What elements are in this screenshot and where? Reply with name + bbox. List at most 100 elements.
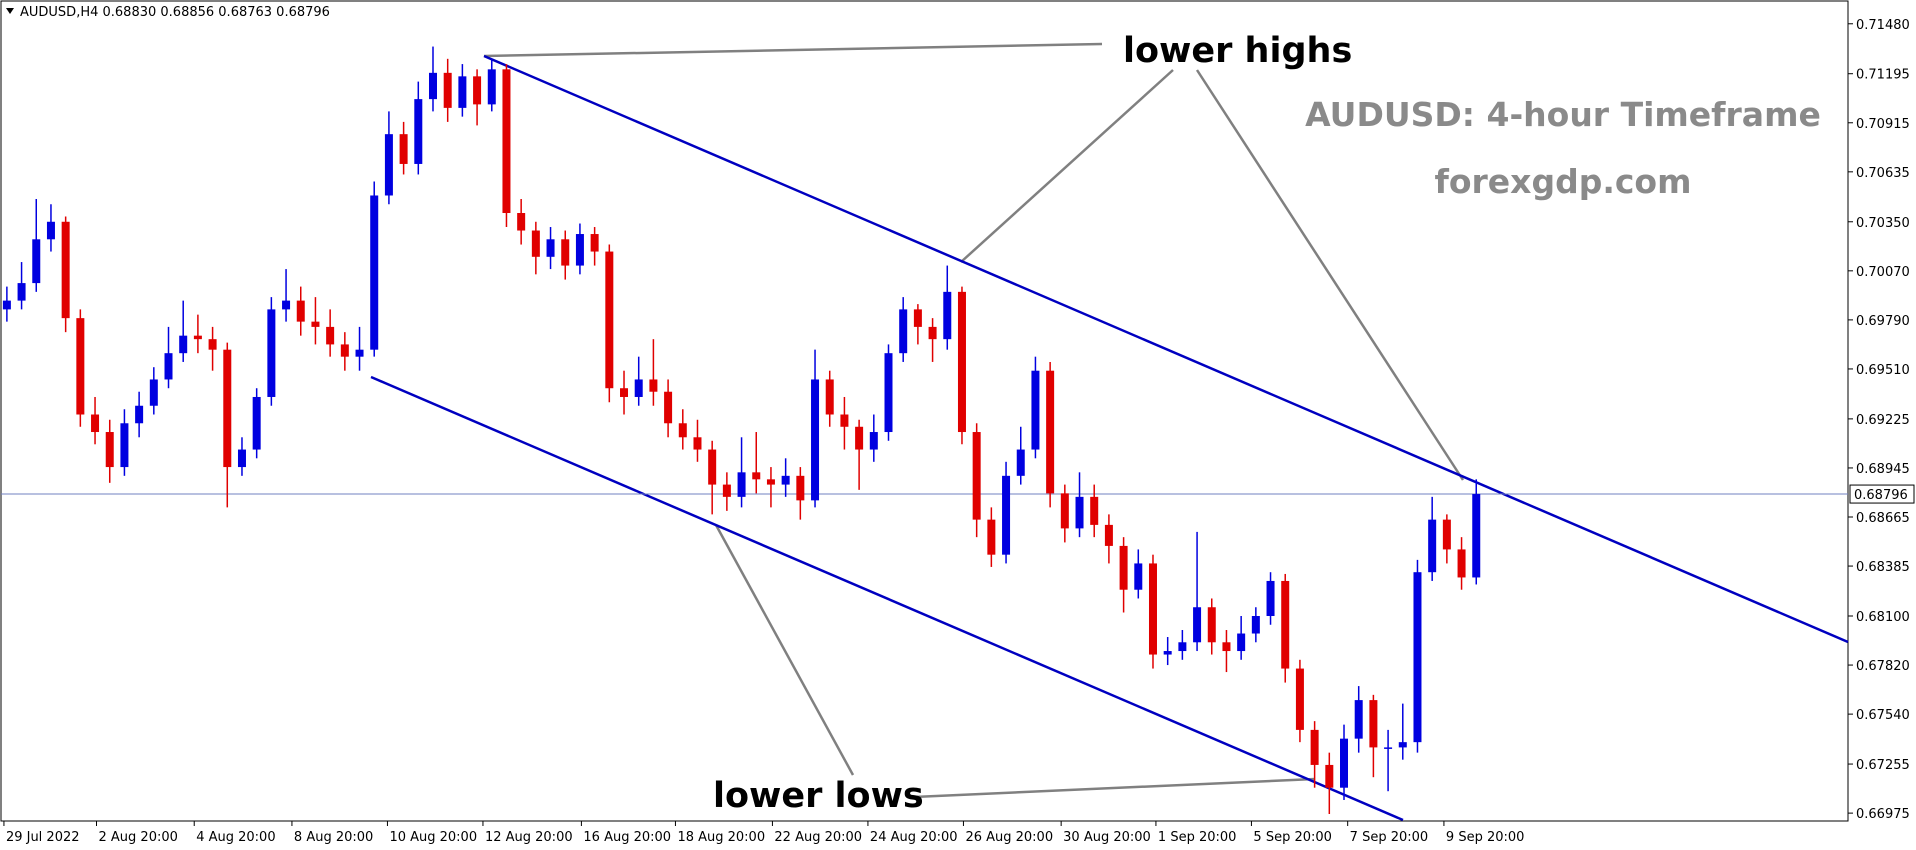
candle-body xyxy=(370,195,379,350)
candle-body xyxy=(1193,607,1202,643)
candle-body xyxy=(1251,616,1260,634)
candle-body xyxy=(1031,370,1040,450)
candle-body xyxy=(1046,370,1055,494)
y-tick-label: 0.68665 xyxy=(1856,511,1910,526)
price-label-box xyxy=(1849,484,1915,504)
candle-body xyxy=(282,300,291,310)
candle-body xyxy=(987,519,996,555)
candle-body xyxy=(1310,729,1319,765)
candle-body xyxy=(517,213,526,231)
candle-body xyxy=(693,437,702,450)
candle-body xyxy=(223,349,232,468)
candle-body xyxy=(1325,764,1334,788)
candle-body xyxy=(972,432,981,520)
candle-body xyxy=(1295,668,1304,730)
candle-body xyxy=(649,379,658,392)
candle-body xyxy=(855,426,864,450)
y-tick-label: 0.69790 xyxy=(1856,314,1910,329)
candle-body xyxy=(1457,549,1466,578)
candle-body xyxy=(1104,524,1113,546)
candle-body xyxy=(296,300,305,322)
candle-body xyxy=(1442,519,1451,550)
candle-body xyxy=(384,134,393,196)
candle-body xyxy=(1148,563,1157,655)
annotation: lower lows xyxy=(713,776,924,816)
candle-body xyxy=(473,76,482,105)
candle-body xyxy=(1413,572,1422,743)
candle-body xyxy=(884,353,893,433)
channel-lower xyxy=(370,375,1404,822)
candle-body xyxy=(399,134,408,164)
candle-body xyxy=(267,309,276,397)
candle-body xyxy=(811,379,820,501)
candle-body xyxy=(561,239,570,266)
candle-body xyxy=(61,221,70,319)
candle-body xyxy=(76,318,85,415)
candle-body xyxy=(1222,642,1231,652)
candle-body xyxy=(1016,449,1025,476)
header: AUDUSD,H4 0.68830 0.68856 0.68763 0.6879… xyxy=(20,5,330,20)
candle-body xyxy=(193,335,202,340)
candle-body xyxy=(428,72,437,100)
pointer-line xyxy=(483,42,1103,58)
y-tick-label: 0.70915 xyxy=(1856,117,1910,132)
candle-body xyxy=(1134,563,1143,590)
candle-body xyxy=(1237,633,1246,652)
pointer-line xyxy=(714,524,855,776)
candle-body xyxy=(825,379,834,415)
candle-body xyxy=(340,344,349,357)
y-tick-label: 0.69510 xyxy=(1856,363,1910,378)
candle-body xyxy=(355,349,364,357)
candle-body xyxy=(766,479,775,485)
x-tick-label: 30 Aug 20:00 xyxy=(1063,830,1151,845)
candle-body xyxy=(957,291,966,433)
candle-body xyxy=(32,239,41,284)
candle-body xyxy=(620,388,629,397)
candle-body xyxy=(1428,519,1437,573)
y-tick-label: 0.67255 xyxy=(1856,758,1910,773)
y-tick-label: 0.69225 xyxy=(1856,413,1910,428)
candle-body xyxy=(1163,651,1172,655)
x-tick-label: 9 Sep 20:00 xyxy=(1446,830,1525,845)
candle-body xyxy=(708,449,717,485)
chart-subtitle: forexgdp.com xyxy=(1435,162,1692,201)
candle-body xyxy=(1281,580,1290,669)
pointers xyxy=(483,42,1465,799)
price-label: 0.68796 xyxy=(1854,488,1908,503)
candle-body xyxy=(120,423,129,468)
y-tick-label: 0.68945 xyxy=(1856,462,1910,477)
y-tick-label: 0.68100 xyxy=(1856,610,1910,625)
x-tick-label: 10 Aug 20:00 xyxy=(389,830,477,845)
x-tick-label: 2 Aug 20:00 xyxy=(99,830,178,845)
candle-body xyxy=(1178,642,1187,652)
x-tick-label: 8 Aug 20:00 xyxy=(294,830,373,845)
candle-body xyxy=(502,69,511,214)
candle-body xyxy=(179,335,188,354)
candle-body xyxy=(1340,738,1349,788)
candle-body xyxy=(1398,742,1407,748)
candle-body xyxy=(1002,475,1011,555)
candle-body xyxy=(737,472,746,497)
candle-body xyxy=(590,234,599,252)
x-tick-label: 26 Aug 20:00 xyxy=(965,830,1053,845)
y-tick-label: 0.67540 xyxy=(1856,708,1910,723)
candle-body xyxy=(252,396,261,450)
candle-body xyxy=(943,291,952,340)
candle-body xyxy=(678,423,687,438)
plot-frame xyxy=(0,0,1849,822)
candle-body xyxy=(1354,700,1363,739)
candle-body xyxy=(796,475,805,501)
chart-title: AUDUSD: 4-hour Timeframe xyxy=(1305,95,1821,134)
candle-body xyxy=(605,251,614,389)
candle-body xyxy=(575,234,584,266)
candle-body xyxy=(237,449,246,468)
x-tick-label: 1 Sep 20:00 xyxy=(1158,830,1237,845)
x-tick-label: 24 Aug 20:00 xyxy=(870,830,958,845)
y-tick-label: 0.70070 xyxy=(1856,265,1910,280)
candle-body xyxy=(458,76,467,108)
candle-body xyxy=(531,230,540,257)
candle-body xyxy=(840,414,849,427)
candle-body xyxy=(91,414,100,433)
x-tick-label: 22 Aug 20:00 xyxy=(774,830,862,845)
